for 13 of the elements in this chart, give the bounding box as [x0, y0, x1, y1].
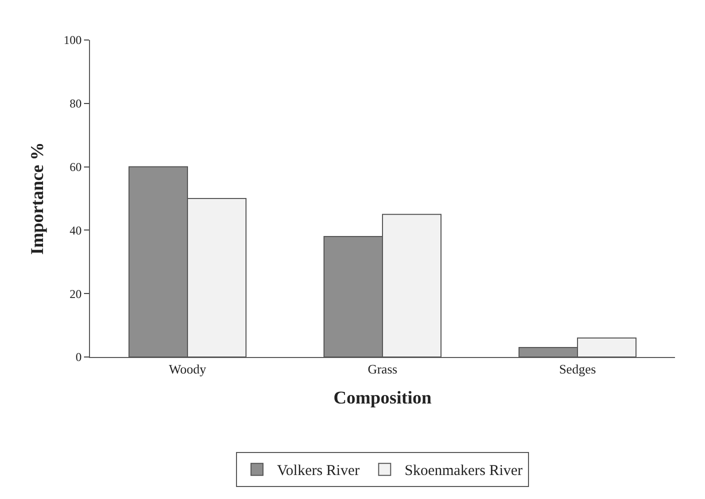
x-tick-label: Grass	[368, 362, 398, 377]
legend-label: Volkers River	[277, 463, 360, 480]
y-tick-label: 100	[64, 33, 82, 48]
y-tick-label: 20	[70, 286, 82, 301]
y-tick-label: 40	[70, 223, 82, 238]
x-tick-label: Sedges	[559, 362, 596, 377]
legend-label: Skoenmakers River	[404, 463, 523, 480]
y-tick-label: 80	[70, 96, 82, 111]
y-tick-label: 60	[70, 160, 82, 174]
x-axis-title: Composition	[333, 388, 432, 408]
x-tick-label: Woody	[168, 362, 207, 377]
y-axis-title: Importance %	[26, 142, 47, 255]
y-tick-label: 0	[76, 350, 82, 364]
